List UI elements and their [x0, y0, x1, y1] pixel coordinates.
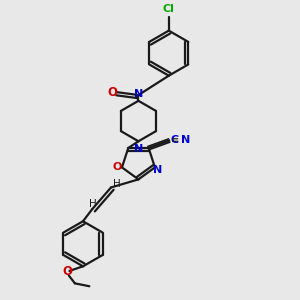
Text: Cl: Cl [163, 4, 175, 14]
Text: O: O [112, 162, 122, 172]
Text: H: H [113, 179, 121, 189]
Text: O: O [62, 265, 72, 278]
Text: N: N [181, 135, 190, 145]
Text: N: N [134, 144, 143, 154]
Text: N: N [134, 88, 143, 98]
Text: ≡: ≡ [171, 135, 179, 145]
Text: N: N [153, 165, 162, 175]
Text: H: H [89, 199, 97, 209]
Text: C: C [170, 135, 178, 145]
Text: O: O [107, 86, 118, 99]
